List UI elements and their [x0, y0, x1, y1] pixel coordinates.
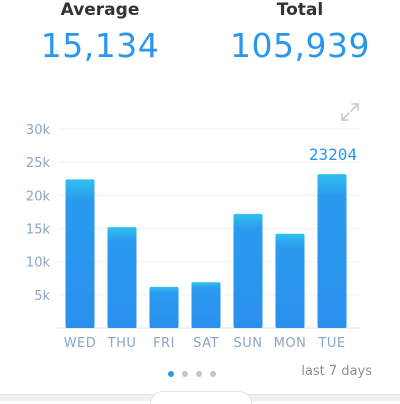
total-value: 105,939	[230, 26, 370, 65]
bar-value-label: 23204	[309, 145, 357, 164]
x-tick-label: MON	[274, 336, 307, 351]
y-tick-label: 25k	[26, 156, 51, 171]
expand-arrows-icon[interactable]	[338, 100, 362, 124]
page-dot[interactable]	[210, 371, 216, 377]
x-tick-label: SAT	[193, 336, 219, 351]
x-tick-label: WED	[64, 336, 97, 351]
x-tick-label: TUE	[317, 336, 345, 351]
bar-wed[interactable]	[65, 179, 95, 328]
page-dot[interactable]	[182, 371, 188, 377]
x-tick-label: THU	[107, 336, 137, 351]
bar-sat[interactable]	[191, 282, 221, 328]
range-label: last 7 days	[301, 364, 372, 379]
x-tick-label: SUN	[234, 336, 263, 351]
total-label: Total	[276, 0, 324, 20]
y-tick-label: 10k	[26, 256, 51, 271]
bar-fri[interactable]	[149, 286, 179, 328]
y-tick-label: 5k	[34, 289, 50, 304]
y-tick-label: 20k	[26, 189, 51, 204]
bar-sun[interactable]	[233, 213, 263, 328]
total-stat: Total 105,939	[225, 0, 375, 66]
page-dot[interactable]	[168, 371, 174, 377]
y-tick-label: 30k	[26, 123, 51, 138]
average-label: Average	[60, 0, 140, 20]
page-dot[interactable]	[196, 371, 202, 377]
bar-mon[interactable]	[275, 233, 305, 328]
bar-chart: 5k 10k 15k 20k 25k 30k WED THU FRI SAT SUN MON TUE 2…	[26, 123, 360, 351]
bar-tue[interactable]	[317, 174, 347, 328]
x-tick-label: FRI	[153, 336, 175, 351]
page-indicator[interactable]	[168, 369, 238, 379]
bottom-tab[interactable]	[150, 391, 252, 404]
summary-stats: Average 15,134 Total 105,939	[0, 0, 400, 70]
average-stat: Average 15,134	[30, 0, 170, 66]
y-tick-label: 15k	[26, 223, 51, 238]
bar-thu[interactable]	[107, 227, 137, 328]
average-value: 15,134	[40, 26, 160, 65]
